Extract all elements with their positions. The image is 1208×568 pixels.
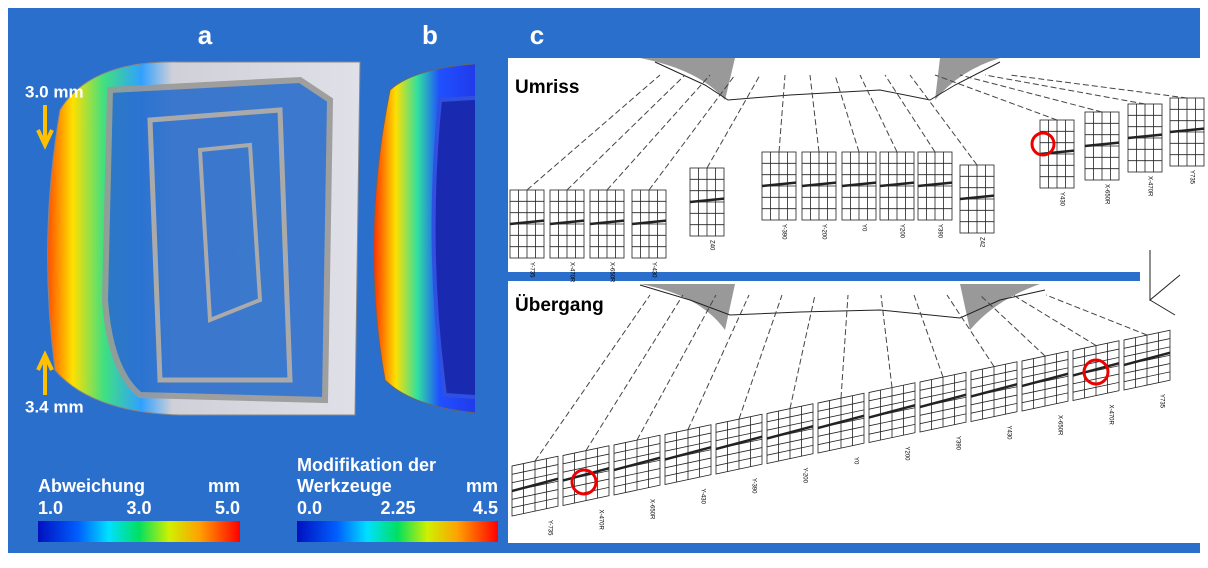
section-label: X-470R — [1146, 176, 1152, 197]
scale-tick: 3.0 — [126, 498, 151, 518]
section-grid — [563, 446, 609, 506]
section-label: Y430 — [1058, 192, 1064, 207]
section-grid — [1124, 330, 1170, 390]
section-title: Übergang — [515, 295, 604, 316]
scale-title: Modifikation der — [297, 455, 436, 475]
section-title: Umriss — [515, 77, 579, 98]
section-grid — [960, 165, 994, 233]
section-label: Y-200 — [820, 224, 826, 240]
section-label: X-650R — [1103, 184, 1109, 205]
section-label: Y0 — [852, 457, 858, 465]
section-grid — [665, 425, 711, 485]
panel-label: b — [422, 20, 438, 50]
annotation: 3.0 mm — [25, 82, 84, 101]
section-label: Y-390 — [780, 224, 786, 240]
scale-unit: mm — [208, 476, 240, 496]
section-label: X-650R — [648, 499, 654, 520]
panel-label: a — [198, 20, 213, 50]
section-label: Y-200 — [801, 468, 807, 484]
scale-tick: 2.25 — [380, 498, 415, 518]
section-label: Y-390 — [750, 478, 756, 494]
section-grid — [632, 190, 666, 258]
section-label: Y390 — [936, 224, 942, 239]
section-label: X-470R — [597, 510, 603, 531]
section-label: Z40 — [708, 240, 714, 251]
section-grid — [1073, 341, 1119, 401]
section-grid — [842, 152, 876, 220]
section-label: Y430 — [1005, 426, 1011, 441]
section-grid — [614, 435, 660, 495]
section-grid — [590, 190, 624, 258]
section-label: X-650R — [1056, 415, 1062, 436]
section-label: Y735 — [1188, 170, 1194, 185]
section-grid — [869, 383, 915, 443]
scale-tick: 0.0 — [297, 498, 322, 518]
section-grid — [971, 362, 1017, 422]
section-grid — [690, 168, 724, 236]
section-grid — [1022, 351, 1068, 411]
section-grid — [512, 456, 558, 516]
scale-tick: 1.0 — [38, 498, 63, 518]
scale-title: Werkzeuge — [297, 476, 392, 496]
section-grid — [1085, 112, 1119, 180]
section-label: Y735 — [1158, 394, 1164, 409]
section-grid — [1128, 104, 1162, 172]
section-label: Y390 — [954, 436, 960, 451]
section-label: X-470R — [1107, 405, 1113, 426]
section-grid — [802, 152, 836, 220]
section-grid — [1170, 98, 1204, 166]
section-grid — [762, 152, 796, 220]
section-label: Z42 — [978, 237, 984, 248]
section-grid — [920, 372, 966, 432]
divider — [508, 272, 1140, 281]
section-label: Y0 — [860, 224, 866, 232]
section-label: X-470R — [568, 262, 574, 283]
section-grid — [767, 404, 813, 464]
scale-tick: 5.0 — [215, 498, 240, 518]
section-label: X-650R — [608, 262, 614, 283]
section-grid — [880, 152, 914, 220]
section-grid — [918, 152, 952, 220]
section-grid — [510, 190, 544, 258]
scale-title: Abweichung — [38, 476, 145, 496]
hood-a — [48, 62, 360, 415]
section-grid — [550, 190, 584, 258]
section-label: Y-430 — [650, 262, 656, 278]
section-label: Y200 — [903, 447, 909, 462]
section-grid — [716, 414, 762, 474]
panel-label: c — [530, 20, 544, 50]
scale-unit: mm — [466, 476, 498, 496]
section-label: Y200 — [898, 224, 904, 239]
annotation: 3.4 mm — [25, 397, 84, 416]
colorbar — [297, 521, 498, 542]
scale-tick: 4.5 — [473, 498, 498, 518]
colorbar — [38, 521, 240, 542]
section-label: Y-430 — [699, 489, 705, 505]
section-label: Y-735 — [528, 262, 534, 278]
figure: a b c 3.0 mm 3.4 mm Abweichung mm 1.0 3.… — [0, 0, 1208, 563]
section-label: Y-735 — [546, 520, 552, 536]
section-grid — [818, 393, 864, 453]
